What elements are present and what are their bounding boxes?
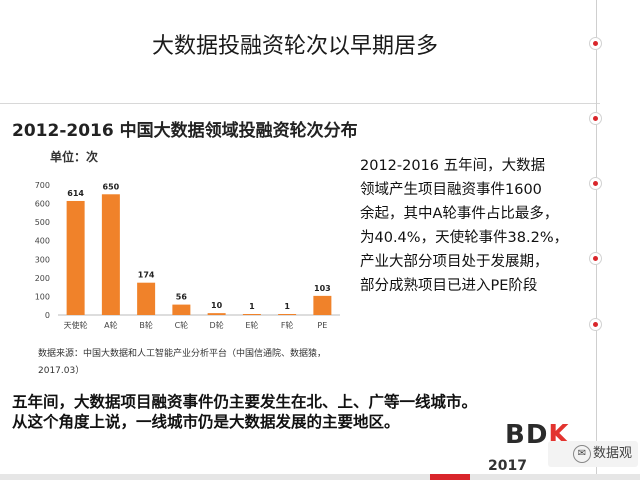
summary-text: 五年间，大数据项目融资事件仍主要发生在北、上、广等一线城市。 从这个角度上说，一… (12, 392, 572, 432)
logo-year: 2017 (488, 458, 527, 474)
chart-title: 2012-2016 中国大数据领域投融资轮次分布 (12, 121, 358, 141)
description-line: 为40.4%，天使轮事件38.2%， (360, 230, 569, 246)
bottom-bar (0, 474, 640, 480)
timeline-dot (589, 112, 602, 125)
bar-value-label: 103 (314, 284, 331, 293)
source-line: 数据来源：中国大数据和人工智能产业分析平台（中国信通院、数据猿， (38, 349, 327, 359)
watermark-text: 数据观 (592, 446, 632, 461)
timeline-dot (589, 318, 602, 331)
chart-unit-label: 单位：次 (50, 150, 99, 164)
timeline-dot (589, 177, 602, 190)
bar-value-label: 650 (103, 182, 120, 191)
y-tick-label: 700 (35, 181, 50, 190)
watermark: ✉ 数据观 (548, 441, 638, 467)
x-tick-label: PE (317, 321, 327, 330)
logo-text-left: BD (505, 420, 549, 450)
bar (207, 313, 226, 315)
x-tick-label: C轮 (175, 320, 189, 330)
bar-value-label: 614 (67, 189, 84, 198)
y-tick-label: 400 (35, 237, 50, 246)
description-text: 2012-2016 五年间，大数据 领域产生项目融资事件1600 余起，其中A轮… (360, 154, 590, 298)
y-tick-label: 600 (35, 200, 50, 209)
x-tick-label: A轮 (104, 320, 117, 330)
description-line: 部分成熟项目已进入PE阶段 (360, 278, 538, 294)
summary-line: 从这个角度上说，一线城市仍是大数据发展的主要地区。 (12, 413, 400, 431)
source-line: 2017.03） (38, 366, 85, 376)
y-tick-label: 100 (35, 292, 50, 301)
bar-chart: 0 100 200 300 400 500 600 700 614 天使轮 650 A轮 174 B轮 56… (35, 181, 340, 330)
timeline-line (596, 0, 597, 480)
bar-value-label: 56 (176, 293, 188, 302)
summary-line: 五年间，大数据项目融资事件仍主要发生在北、上、广等一线城市。 (12, 393, 478, 411)
bar-value-label: 1 (284, 302, 290, 311)
bar (66, 200, 85, 315)
y-tick-label: 0 (45, 311, 50, 320)
bar (101, 194, 120, 315)
slide-title: 大数据投融资轮次以早期居多 (151, 34, 438, 59)
description-line: 领域产生项目融资事件1600 (360, 182, 542, 198)
chat-bubble-icon: ✉ (572, 444, 591, 463)
x-tick-label: 天使轮 (64, 320, 88, 330)
bdic-logo: BDK (505, 420, 570, 450)
data-source-note: 数据来源：中国大数据和人工智能产业分析平台（中国信通院、数据猿， 2017.03… (38, 346, 358, 380)
description-line: 余起，其中A轮事件占比最多， (360, 206, 559, 222)
bar (172, 304, 191, 315)
timeline-dot (589, 37, 602, 50)
x-tick-label: B轮 (139, 320, 153, 330)
bar (242, 314, 261, 315)
y-tick-label: 200 (35, 274, 50, 283)
bar-value-label: 10 (211, 301, 223, 310)
bar (313, 295, 332, 315)
timeline-dot (589, 252, 602, 265)
bar-value-label: 1 (249, 302, 255, 311)
bottom-bar-accent (430, 474, 470, 480)
bar (278, 314, 297, 315)
y-tick-label: 300 (35, 255, 50, 264)
x-tick-label: E轮 (245, 320, 258, 330)
title-divider (0, 103, 600, 104)
x-tick-label: D轮 (210, 320, 224, 330)
bar-value-label: 174 (138, 271, 155, 280)
description-line: 产业大部分项目处于发展期， (360, 254, 549, 270)
description-line: 2012-2016 五年间，大数据 (360, 158, 546, 174)
x-tick-label: F轮 (281, 320, 294, 330)
y-tick-label: 500 (35, 218, 50, 227)
bar (137, 282, 156, 315)
